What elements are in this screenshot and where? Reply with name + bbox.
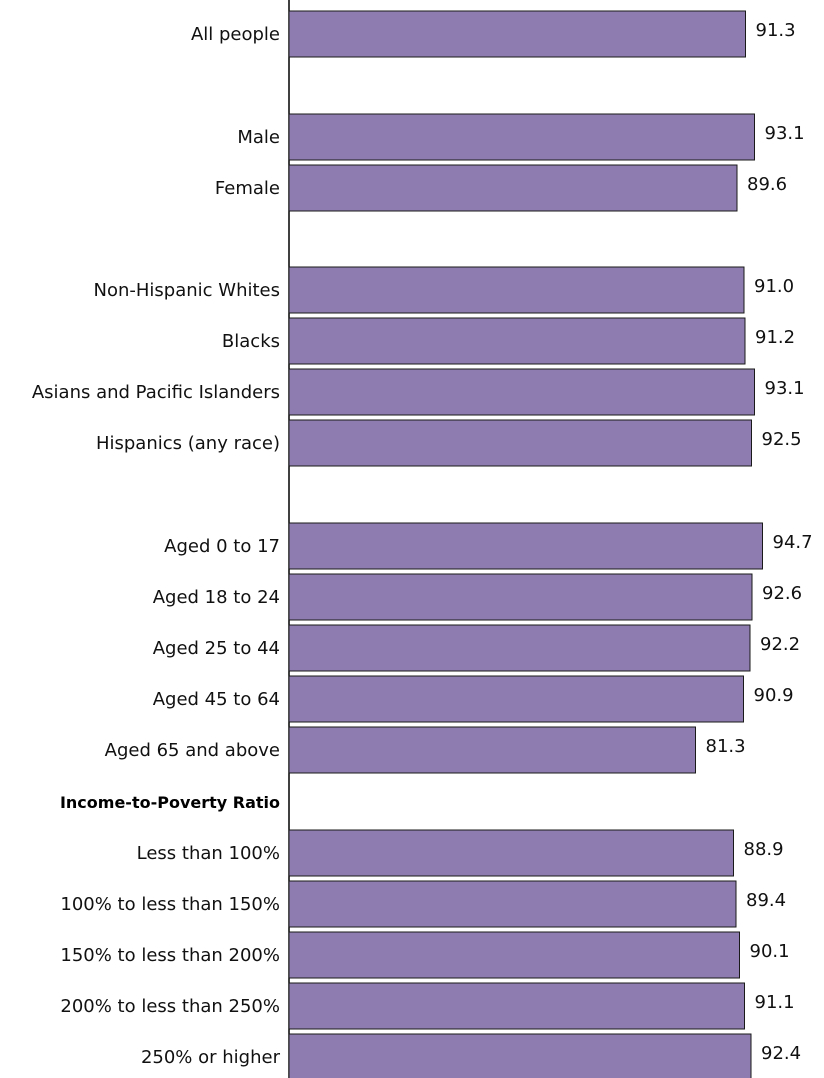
value-label: 93.1 bbox=[765, 123, 805, 144]
bar-1 bbox=[288, 113, 755, 161]
category-label: Less than 100% bbox=[137, 843, 280, 864]
bar-12 bbox=[288, 829, 734, 877]
value-label: 93.1 bbox=[765, 378, 805, 399]
category-label: 200% to less than 250% bbox=[60, 996, 280, 1017]
value-label: 94.7 bbox=[773, 532, 813, 553]
bar-16 bbox=[288, 1033, 752, 1078]
value-label: 92.5 bbox=[762, 429, 802, 450]
value-label: 90.1 bbox=[750, 941, 790, 962]
category-label: Aged 65 and above bbox=[105, 740, 280, 761]
value-label: 92.6 bbox=[762, 583, 802, 604]
category-label: 100% to less than 150% bbox=[60, 894, 280, 915]
bar-15 bbox=[288, 982, 745, 1030]
category-label: Male bbox=[237, 127, 280, 148]
category-label: Aged 0 to 17 bbox=[164, 536, 280, 557]
bar-8 bbox=[288, 573, 753, 621]
value-label: 90.9 bbox=[754, 685, 794, 706]
bar-5 bbox=[288, 368, 755, 416]
bar-7 bbox=[288, 522, 763, 570]
bar-14 bbox=[288, 931, 740, 979]
category-label: Hispanics (any race) bbox=[96, 433, 280, 454]
category-label: Female bbox=[215, 178, 280, 199]
category-label: Aged 45 to 64 bbox=[153, 689, 280, 710]
category-label: All people bbox=[191, 24, 280, 45]
bar-10 bbox=[288, 675, 744, 723]
category-label: Non-Hispanic Whites bbox=[94, 280, 281, 301]
value-label: 91.2 bbox=[755, 327, 795, 348]
category-label: Aged 18 to 24 bbox=[153, 587, 280, 608]
category-label: 150% to less than 200% bbox=[60, 945, 280, 966]
bar-0 bbox=[288, 10, 746, 58]
bar-4 bbox=[288, 317, 746, 365]
value-label: 91.0 bbox=[754, 276, 794, 297]
value-label: 88.9 bbox=[744, 839, 784, 860]
value-label: 89.6 bbox=[747, 174, 787, 195]
category-label: Asians and Pacific Islanders bbox=[32, 382, 280, 403]
bar-3 bbox=[288, 266, 745, 314]
subheading-income-to-poverty-ratio: Income-to-Poverty Ratio bbox=[60, 793, 280, 812]
category-label: Blacks bbox=[222, 331, 280, 352]
value-label: 92.2 bbox=[760, 634, 800, 655]
bar-2 bbox=[288, 164, 738, 212]
bar-6 bbox=[288, 419, 752, 467]
bar-11 bbox=[288, 726, 696, 774]
value-label: 91.1 bbox=[755, 992, 795, 1013]
bar-13 bbox=[288, 880, 737, 928]
value-label: 81.3 bbox=[706, 736, 746, 757]
bar-9 bbox=[288, 624, 751, 672]
category-label: 250% or higher bbox=[141, 1047, 281, 1068]
value-label: 89.4 bbox=[746, 890, 786, 911]
value-label: 92.4 bbox=[761, 1043, 801, 1064]
value-label: 91.3 bbox=[756, 20, 796, 41]
category-label: Aged 25 to 44 bbox=[153, 638, 280, 659]
